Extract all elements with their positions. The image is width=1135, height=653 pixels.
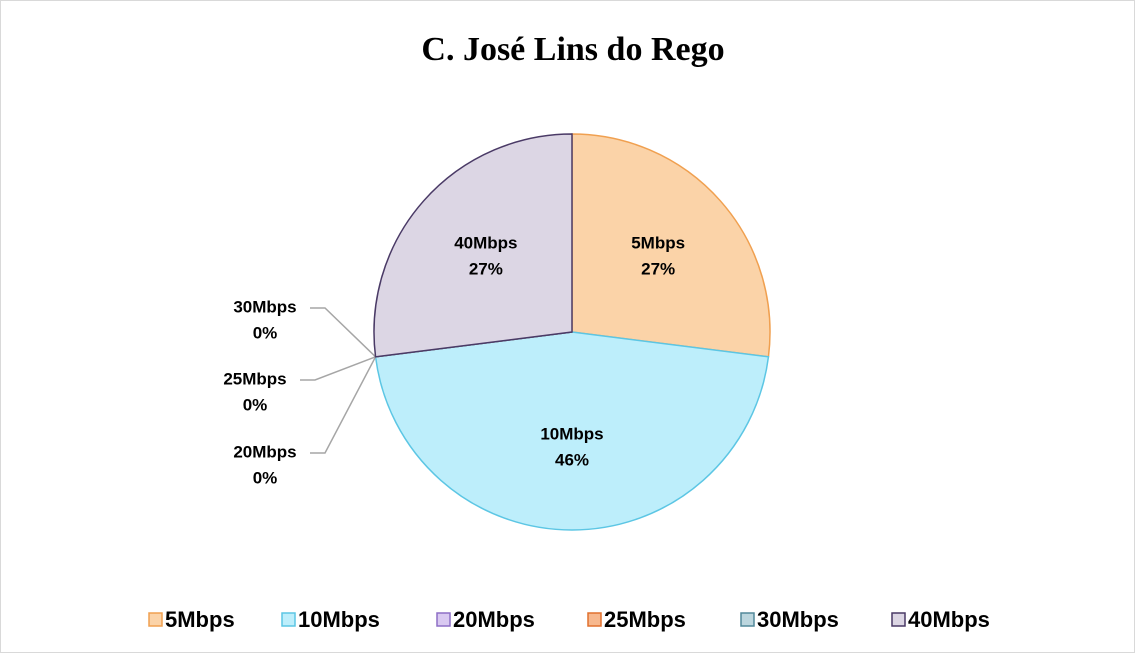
chart-title: C. José Lins do Rego xyxy=(421,31,724,68)
data-label-name: 25Mbps xyxy=(223,369,286,388)
legend-label: 10Mbps xyxy=(298,607,380,632)
data-label-value: 27% xyxy=(469,260,503,279)
data-label-name: 40Mbps xyxy=(454,234,517,253)
data-label-name: 30Mbps xyxy=(233,297,296,316)
legend-label: 25Mbps xyxy=(604,607,686,632)
data-label-value: 0% xyxy=(243,395,268,414)
legend-swatch xyxy=(587,612,602,627)
data-label-name: 10Mbps xyxy=(540,424,603,443)
leader-line xyxy=(310,307,377,358)
legend-label: 5Mbps xyxy=(165,607,235,632)
legend-label: 20Mbps xyxy=(453,607,535,632)
data-label-value: 27% xyxy=(641,260,675,279)
pie-slice xyxy=(373,133,573,358)
data-label-value: 0% xyxy=(253,468,278,487)
data-label-name: 5Mbps xyxy=(631,234,685,253)
data-label-value: 0% xyxy=(253,323,278,342)
pie-slice xyxy=(374,331,770,531)
legend-swatch xyxy=(148,612,163,627)
legend-swatch xyxy=(891,612,906,627)
leader-line xyxy=(310,356,377,454)
data-label-name: 20Mbps xyxy=(233,442,296,461)
data-label-value: 46% xyxy=(555,450,589,469)
legend-label: 40Mbps xyxy=(908,607,990,632)
legend-swatch xyxy=(436,612,451,627)
legend-label: 30Mbps xyxy=(757,607,839,632)
pie-slice xyxy=(571,133,771,358)
leader-line xyxy=(300,356,376,381)
legend-swatch xyxy=(740,612,755,627)
legend-swatch xyxy=(281,612,296,627)
